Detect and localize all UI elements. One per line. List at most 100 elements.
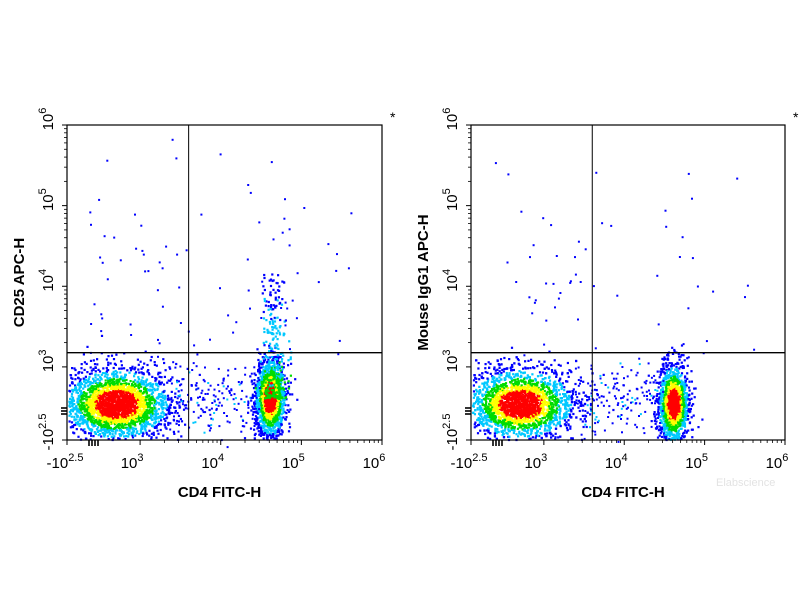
data-point	[264, 410, 267, 413]
data-point	[272, 399, 275, 402]
data-point	[277, 374, 280, 377]
data-point	[113, 374, 116, 377]
data-point	[69, 374, 73, 377]
data-point	[87, 380, 90, 383]
data-point	[107, 361, 110, 364]
data-point	[254, 415, 257, 418]
data-point	[131, 396, 134, 399]
data-point	[280, 395, 283, 398]
data-point	[265, 374, 268, 377]
data-point	[279, 356, 282, 359]
data-point	[99, 405, 103, 408]
data-point	[94, 379, 97, 382]
data-point	[147, 416, 151, 419]
data-point	[86, 395, 89, 398]
data-point	[115, 407, 118, 410]
data-point	[133, 392, 136, 395]
data-point	[283, 391, 286, 394]
data-point	[288, 422, 291, 425]
data-point	[288, 393, 291, 396]
data-point	[133, 434, 136, 437]
data-point	[180, 435, 183, 438]
data-point	[152, 431, 155, 434]
data-point	[100, 383, 103, 386]
data-point	[74, 389, 78, 392]
data-point	[106, 159, 109, 162]
data-point	[102, 402, 105, 405]
data-point	[174, 411, 177, 414]
data-point	[114, 413, 117, 416]
data-point	[269, 427, 272, 430]
data-point	[161, 408, 164, 411]
data-point	[124, 420, 127, 423]
data-point	[275, 366, 278, 369]
data-point	[167, 407, 170, 410]
plot-panel-mouse-igg1: -102.5 103 104 105 106-102.5103104105106CD4 …	[415, 108, 799, 501]
data-point	[265, 401, 268, 405]
data-point	[107, 369, 110, 372]
data-point	[112, 358, 116, 361]
data-point	[275, 281, 278, 285]
data-point	[103, 432, 107, 435]
data-point	[92, 421, 95, 424]
data-point	[131, 383, 134, 386]
data-point	[86, 420, 89, 423]
data-points	[472, 162, 756, 443]
data-point	[164, 394, 167, 397]
data-point	[119, 418, 122, 422]
data-point	[213, 399, 216, 402]
data-point	[283, 381, 286, 384]
data-point	[131, 367, 134, 370]
data-point	[260, 428, 263, 431]
data-point	[268, 279, 271, 282]
data-point	[119, 422, 122, 425]
data-point	[157, 385, 160, 388]
data-point	[145, 431, 148, 434]
data-point	[245, 421, 248, 424]
data-point	[272, 420, 275, 423]
data-point	[127, 416, 130, 419]
data-point	[261, 398, 264, 402]
data-point	[265, 396, 269, 399]
data-point	[122, 376, 125, 379]
data-point	[84, 394, 87, 397]
data-point	[138, 405, 141, 408]
data-point	[94, 373, 97, 376]
data-point	[80, 417, 83, 420]
data-point	[268, 433, 271, 436]
data-point	[134, 383, 137, 386]
data-point	[283, 401, 286, 405]
data-point	[92, 377, 95, 380]
data-point	[259, 425, 263, 428]
data-point	[274, 414, 277, 418]
data-point	[260, 395, 263, 398]
data-point	[214, 395, 217, 398]
data-point	[162, 401, 165, 404]
data-point	[119, 420, 123, 423]
data-point	[80, 398, 84, 401]
data-point	[135, 416, 138, 419]
data-point	[149, 415, 153, 418]
data-point	[154, 377, 157, 380]
data-point	[160, 412, 163, 415]
data-point	[154, 382, 157, 385]
data-point	[276, 316, 279, 319]
data-point	[130, 398, 133, 401]
data-point	[245, 395, 248, 398]
data-point	[163, 417, 166, 421]
data-point	[111, 385, 114, 388]
data-point	[187, 393, 189, 396]
data-point	[112, 427, 116, 430]
data-point	[179, 394, 182, 397]
data-point	[136, 420, 139, 423]
data-point	[156, 289, 159, 292]
data-point	[133, 375, 136, 378]
data-point	[120, 367, 124, 370]
data-point	[155, 403, 158, 406]
data-point	[275, 379, 278, 383]
data-point	[272, 372, 275, 375]
data-point	[116, 382, 119, 385]
data-point	[176, 419, 179, 422]
data-point	[273, 415, 276, 419]
data-point	[151, 399, 154, 402]
